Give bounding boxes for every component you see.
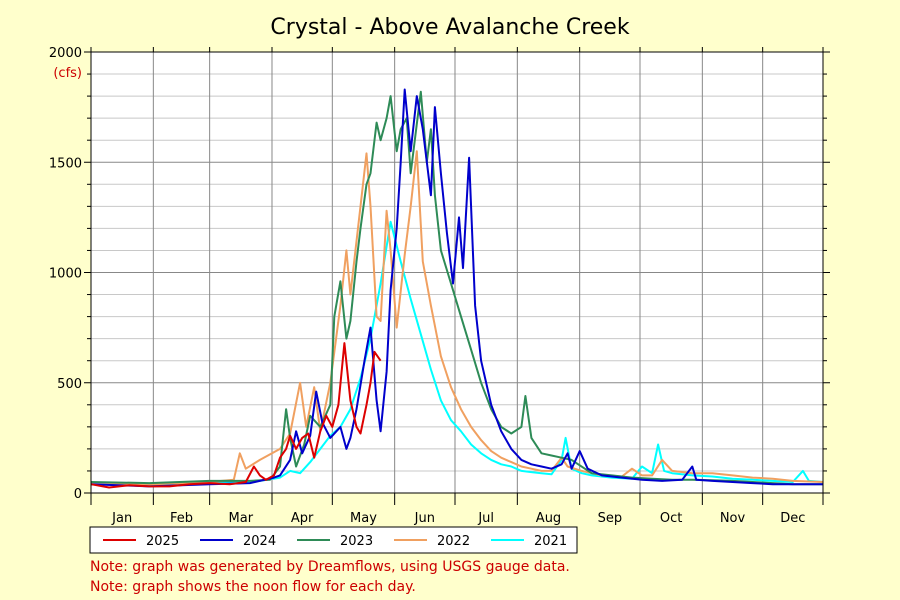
x-tick-label: Oct xyxy=(660,511,682,526)
legend-label-2023: 2023 xyxy=(340,534,373,549)
x-tick-label: Sep xyxy=(598,511,623,526)
y-tick-label: 1500 xyxy=(49,156,82,171)
x-tick-label: May xyxy=(350,511,377,526)
legend-label-2025: 2025 xyxy=(146,534,179,549)
series-line-2021 xyxy=(90,220,824,487)
x-tick-label: Nov xyxy=(720,511,746,526)
x-tick-label: Apr xyxy=(291,511,314,526)
x-tick-label: Dec xyxy=(780,511,805,526)
series-layer xyxy=(90,88,824,489)
x-tick-label: Jul xyxy=(477,511,494,526)
x-tick-label: Jan xyxy=(111,511,132,526)
legend-label-2021: 2021 xyxy=(534,534,567,549)
y-axis-unit: (cfs) xyxy=(53,66,82,81)
legend-label-2024: 2024 xyxy=(243,534,276,549)
y-tick-label: 1000 xyxy=(49,267,82,282)
legend: 2025 2024 2023 2022 2021 xyxy=(103,534,567,549)
x-tick-label: Mar xyxy=(229,511,254,526)
grid-lines xyxy=(91,51,823,494)
y-tick-label: 0 xyxy=(74,487,82,502)
legend-label-2022: 2022 xyxy=(437,534,470,549)
chart-title: Crystal - Above Avalanche Creek xyxy=(270,15,629,40)
series-line-2025 xyxy=(90,342,382,489)
axes: 0 500 1000 1500 2000 Jan Feb Mar Apr May Jun Jul Aug… xyxy=(49,46,830,526)
x-tick-label: Jun xyxy=(414,511,435,526)
note-2: Note: graph shows the noon flow for each… xyxy=(90,579,416,595)
note-1: Note: graph was generated by Dreamflows,… xyxy=(90,559,570,575)
y-tick-label: 500 xyxy=(57,377,82,392)
x-tick-label: Feb xyxy=(170,511,193,526)
y-tick-label: 2000 xyxy=(49,46,82,61)
x-tick-label: Aug xyxy=(536,511,561,526)
series-line-2024 xyxy=(90,88,823,488)
series-line-2022 xyxy=(91,150,824,486)
